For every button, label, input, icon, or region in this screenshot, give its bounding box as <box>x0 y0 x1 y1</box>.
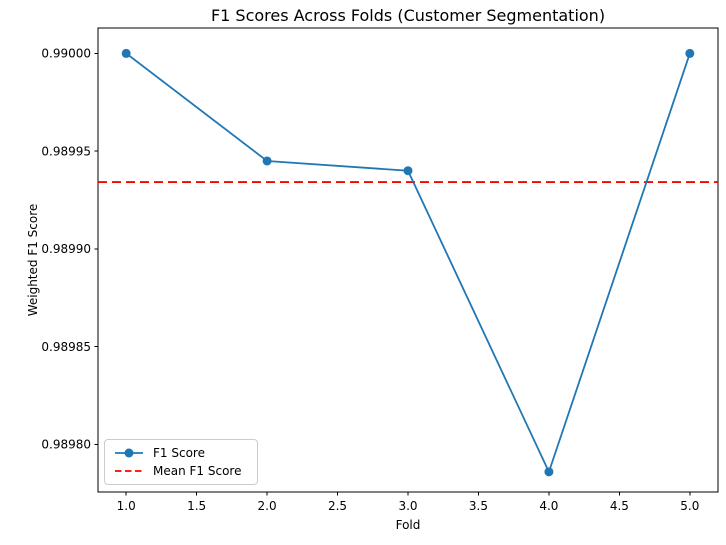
x-tick-label: 5.0 <box>680 499 699 513</box>
f1-score-point <box>121 48 131 58</box>
legend-label-f1-score: F1 Score <box>153 446 205 460</box>
mean-f1-dashed-swatch-icon <box>115 470 143 472</box>
x-tick-label: 4.0 <box>539 499 558 513</box>
legend-label-mean-f1-score: Mean F1 Score <box>153 464 242 478</box>
y-axis-label: Weighted F1 Score <box>26 203 40 317</box>
f1-score-point <box>685 48 695 58</box>
x-tick-label: 3.5 <box>469 499 488 513</box>
x-tick-label: 2.0 <box>258 499 277 513</box>
legend: F1 Score Mean F1 Score <box>104 439 258 485</box>
x-tick-label: 1.0 <box>117 499 136 513</box>
y-tick-label: 0.98995 <box>41 144 91 158</box>
x-axis-label: Fold <box>395 518 421 532</box>
f1-score-line-swatch-icon <box>115 448 143 458</box>
y-tick-label: 0.98990 <box>41 242 91 256</box>
x-tick-label: 1.5 <box>187 499 206 513</box>
y-tick-label: 0.98980 <box>41 438 91 452</box>
f1-score-point <box>262 156 272 166</box>
legend-entry-mean-f1-score: Mean F1 Score <box>114 464 248 478</box>
x-tick-label: 3.0 <box>398 499 417 513</box>
f1-score-line <box>125 52 691 473</box>
y-tick-label: 0.98985 <box>41 340 91 354</box>
plot-spines <box>97 27 719 493</box>
legend-entry-f1-score: F1 Score <box>114 446 248 460</box>
f1-score-point <box>403 166 413 176</box>
x-tick-label: 2.5 <box>328 499 347 513</box>
y-tick-label: 0.99000 <box>41 47 91 61</box>
f1-score-point <box>544 467 554 477</box>
x-tick-label: 4.5 <box>610 499 629 513</box>
chart-title: F1 Scores Across Folds (Customer Segment… <box>210 6 606 25</box>
